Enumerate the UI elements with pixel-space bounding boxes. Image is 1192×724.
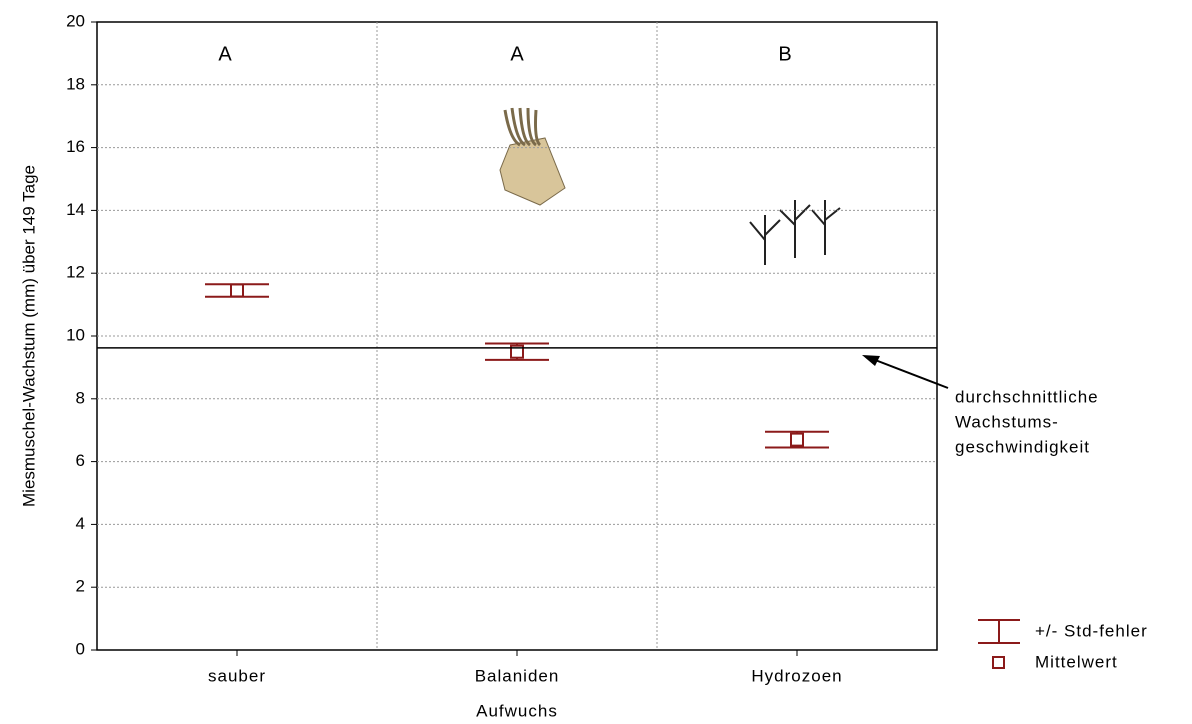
legend-label: +/- Std-fehler — [1035, 621, 1148, 640]
group-label: A — [218, 43, 232, 65]
y-tick-label: 20 — [66, 11, 85, 30]
annotation-arrow — [869, 357, 949, 389]
x-tick-label: Balaniden — [475, 666, 560, 685]
reference-label: Wachstums- — [955, 412, 1059, 431]
arrow-head — [862, 355, 880, 366]
y-tick-label: 4 — [76, 514, 85, 533]
y-tick-label: 16 — [66, 137, 85, 156]
barnacle-icon — [499, 107, 566, 206]
x-axis-label: Aufwuchs — [476, 701, 558, 720]
legend-label: Mittelwert — [1035, 652, 1118, 671]
x-tick-label: sauber — [208, 666, 266, 685]
y-tick-label: 0 — [76, 639, 85, 658]
y-tick-label: 2 — [76, 577, 85, 596]
y-tick-label: 10 — [66, 325, 85, 344]
group-label: A — [510, 43, 524, 65]
y-tick-label: 8 — [76, 388, 85, 407]
group-label: B — [778, 43, 791, 65]
y-tick-label: 18 — [66, 74, 85, 93]
legend-error-symbol — [978, 619, 1020, 644]
reference-label: durchschnittliche — [955, 387, 1099, 406]
y-tick-label: 12 — [66, 263, 85, 282]
y-axis-label: Miesmuschel-Wachstum (mm) über 149 Tage — [19, 165, 38, 507]
y-tick-label: 6 — [76, 451, 85, 470]
hydrozoa-icon — [749, 200, 841, 265]
reference-label: geschwindigkeit — [955, 437, 1090, 456]
legend-mean-symbol — [992, 656, 1005, 669]
mean-marker — [510, 344, 524, 359]
x-tick-label: Hydrozoen — [751, 666, 842, 685]
mean-marker — [230, 283, 244, 298]
mean-marker — [790, 432, 804, 447]
y-tick-label: 14 — [66, 200, 85, 219]
